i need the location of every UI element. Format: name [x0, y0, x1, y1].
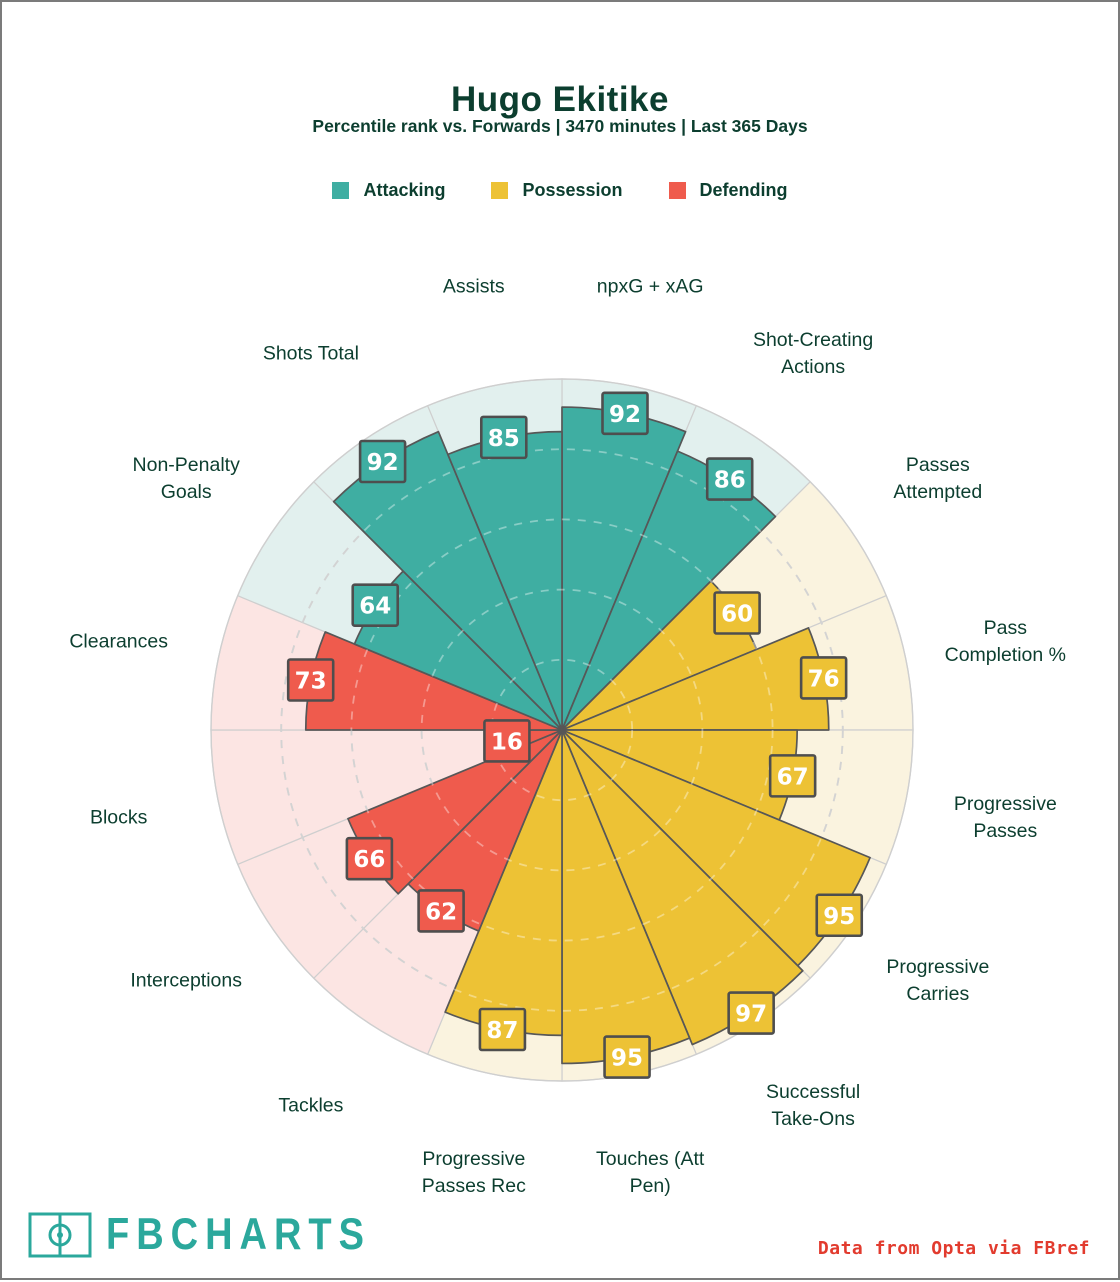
- category-label: Progressive Carries: [886, 956, 990, 1006]
- value-badge: [479, 415, 528, 460]
- value-badge: [713, 591, 761, 635]
- value-badge-text: 92: [609, 402, 641, 428]
- value-badge-text: 62: [425, 899, 457, 925]
- value-badge: [705, 457, 754, 501]
- chart-legend: Attacking Possession Defending: [2, 180, 1118, 201]
- value-badge: [345, 836, 394, 881]
- category-label: npxG + xAG: [596, 275, 704, 298]
- category-label: Non-Penalty Goals: [132, 453, 240, 503]
- category-label: Clearances: [69, 630, 168, 653]
- value-badge-text: 64: [359, 594, 391, 620]
- value-badge: [799, 656, 848, 700]
- category-label: Interceptions: [130, 969, 242, 992]
- legend-label: Attacking: [363, 180, 446, 200]
- brand-logo: FBCHARTS: [28, 1209, 371, 1260]
- value-badge: [351, 583, 400, 627]
- brand-name: FBCHARTS: [106, 1209, 371, 1260]
- value-badge-text: 97: [735, 1002, 767, 1028]
- category-label: Touches (Att Pen): [595, 1148, 705, 1198]
- value-badge-text: 73: [295, 669, 327, 695]
- legend-label: Defending: [699, 180, 788, 200]
- category-label: Successful Take-Ons: [765, 1080, 861, 1130]
- gridline-circle-overlay: [280, 448, 844, 1012]
- data-credit: Data from Opta via FBref: [817, 1238, 1090, 1259]
- value-badge-text: 16: [491, 729, 523, 755]
- gridline-circle-overlay: [350, 518, 774, 942]
- gridline-circle-overlay: [490, 658, 634, 802]
- legend-swatch: [332, 182, 350, 199]
- value-badge: [768, 754, 817, 798]
- legend-label: Possession: [522, 180, 623, 200]
- gridline-circle: [280, 448, 844, 1012]
- value-badge-text: 60: [721, 601, 753, 627]
- legend-swatch: [491, 182, 509, 199]
- value-badge: [483, 719, 531, 763]
- category-label: Progressive Passes: [953, 793, 1057, 843]
- legend-item-defending: Defending: [668, 180, 788, 201]
- outer-ring: [210, 378, 914, 1082]
- value-badge: [601, 391, 649, 436]
- value-badge: [727, 991, 775, 1035]
- gridline-circle-overlay: [420, 588, 704, 872]
- value-badge-text: 67: [777, 764, 809, 790]
- category-label: Shot-Creating Actions: [752, 329, 874, 379]
- page-title: Hugo Ekitike: [451, 80, 669, 119]
- value-badge: [417, 889, 465, 933]
- category-label: Assists: [442, 275, 505, 298]
- value-badge-text: 87: [486, 1018, 518, 1044]
- value-badge: [358, 439, 407, 484]
- value-badge: [603, 1035, 651, 1079]
- value-badge-text: 85: [488, 426, 520, 452]
- category-label: Passes Attempted: [893, 453, 983, 503]
- category-label: Progressive Passes Rec: [421, 1148, 526, 1198]
- value-badge: [815, 893, 864, 938]
- value-badge: [478, 1007, 527, 1052]
- value-badge: [286, 658, 335, 702]
- category-label: Tackles: [278, 1094, 344, 1117]
- legend-item-attacking: Attacking: [332, 180, 445, 201]
- pitch-icon: [28, 1212, 92, 1258]
- category-label: Pass Completion %: [944, 616, 1066, 666]
- value-badge-text: 95: [611, 1046, 643, 1072]
- category-label: Shots Total: [262, 342, 359, 365]
- value-badge-text: 86: [714, 468, 746, 494]
- legend-swatch: [668, 182, 686, 199]
- legend-item-possession: Possession: [491, 180, 623, 201]
- value-badge-text: 92: [367, 450, 399, 476]
- category-label: Blocks: [89, 806, 148, 829]
- chart-subtitle: Percentile rank vs. Forwards | 3470 minu…: [312, 116, 808, 136]
- value-badge-text: 95: [823, 904, 855, 930]
- value-badge-text: 76: [808, 666, 840, 692]
- value-badge-text: 66: [353, 847, 385, 873]
